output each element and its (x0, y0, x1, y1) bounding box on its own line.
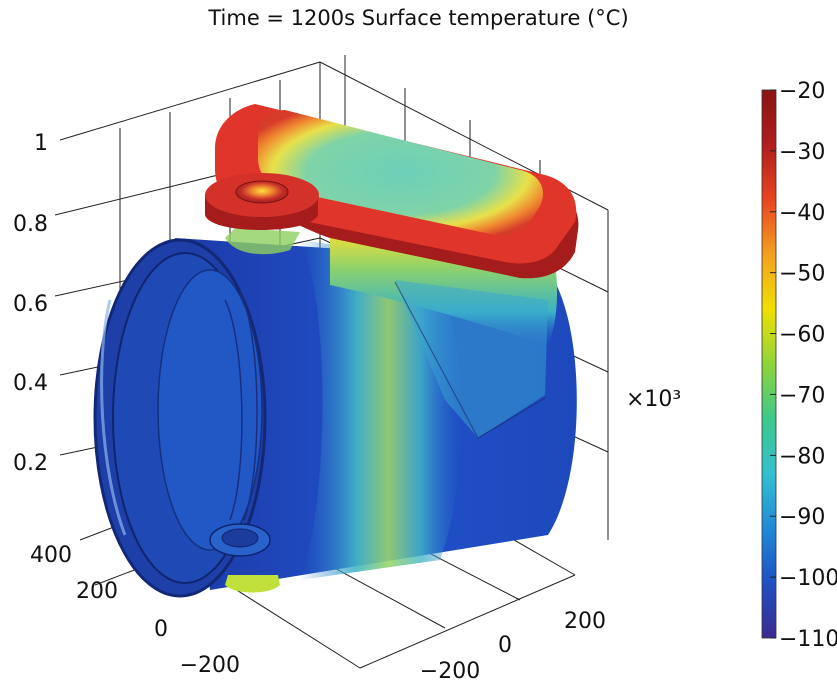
colorbar-tick-label: −30 (779, 140, 825, 165)
x-tick-0: 0 (498, 633, 512, 658)
colorbar-tick-label: −70 (779, 383, 825, 408)
z-tick-1: 1 (34, 131, 48, 156)
x-tick-200: 200 (564, 609, 606, 634)
colorbar-tick-label: −50 (779, 262, 825, 287)
z-tick-0-2: 0.2 (13, 451, 48, 476)
colorbar-tick-label: −110 (779, 627, 837, 652)
y-tick-neg200: −200 (180, 653, 240, 678)
colorbar-tick-label: −20 (779, 79, 825, 104)
z-tick-0-8: 0.8 (13, 212, 48, 237)
colorbar-tick-label: −80 (779, 444, 825, 469)
y-tick-400: 400 (30, 543, 72, 568)
tank-body (93, 228, 577, 598)
colorbar: −20 −30 −40 −50 −60 −70 −80 −90 −100 −110 (761, 79, 837, 652)
colorbar-tick-label: −90 (779, 505, 825, 530)
colorbar-tick-label: −100 (779, 566, 837, 591)
lid-box (215, 104, 579, 279)
chart-title: Time = 1200s Surface temperature (°C) (208, 6, 629, 30)
y-tick-0: 0 (154, 617, 168, 642)
colorbar-ticks: −20 −30 −40 −50 −60 −70 −80 −90 −100 −110 (770, 79, 837, 652)
z-tick-0-4: 0.4 (13, 371, 48, 396)
small-nozzle (205, 173, 319, 230)
y-axis-ticks: 400 200 0 −200 (30, 543, 240, 678)
y-tick-200: 200 (76, 579, 118, 604)
z-tick-0-6: 0.6 (13, 292, 48, 317)
x-axis-ticks: 200 0 −200 (420, 609, 606, 684)
colorbar-gradient (761, 89, 777, 639)
colorbar-tick-label: −60 (779, 323, 825, 348)
x-tick-neg200: −200 (420, 659, 480, 684)
colorbar-tick-label: −40 (779, 201, 825, 226)
axis-multiplier: ×10³ (626, 387, 681, 412)
z-axis-ticks: 1 0.8 0.6 0.4 0.2 (13, 131, 48, 476)
